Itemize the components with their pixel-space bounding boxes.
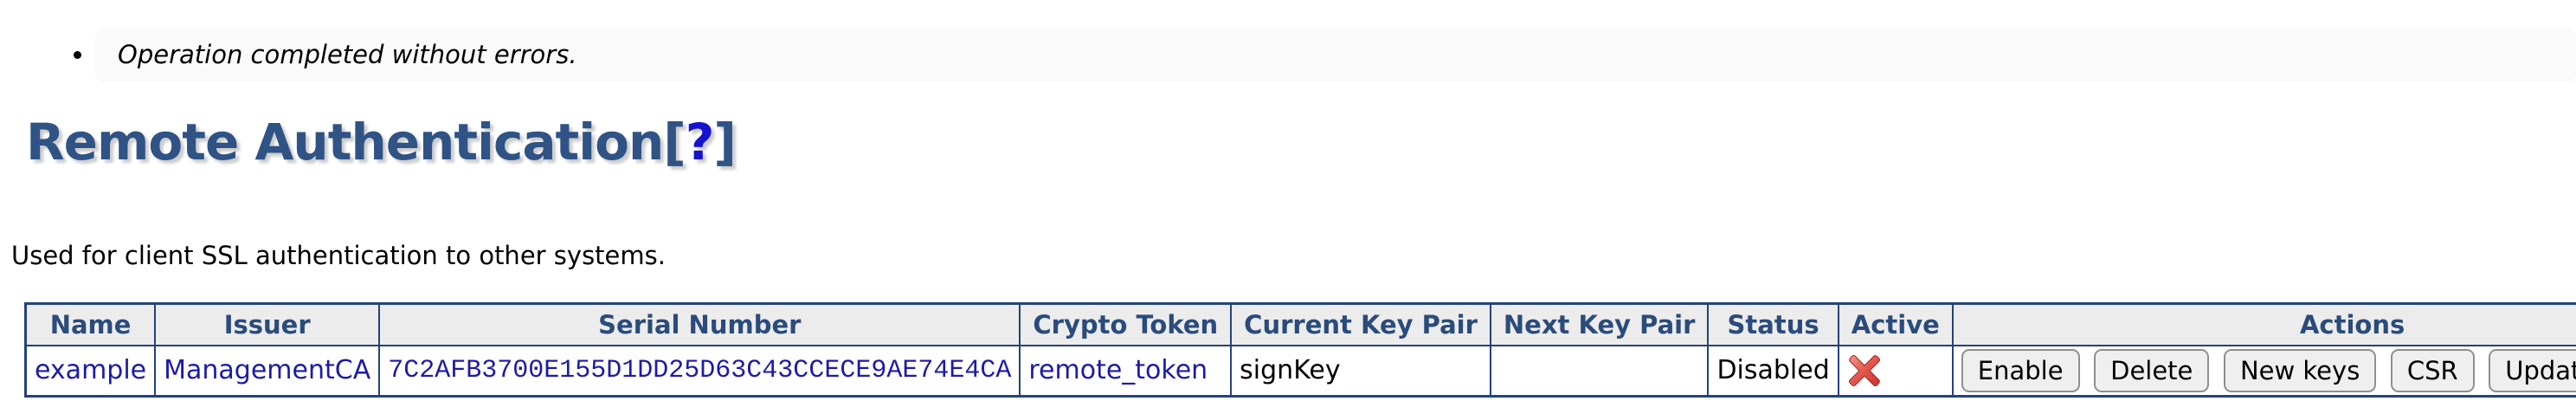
column-header-serial-number: Serial Number bbox=[378, 302, 1021, 346]
red-cross-icon bbox=[1848, 354, 1880, 386]
column-header-status: Status bbox=[1707, 302, 1839, 346]
issuer-cell: ManagementCA bbox=[154, 344, 381, 398]
help-bracket-close: ] bbox=[713, 113, 736, 171]
column-header-crypto-token: Crypto Token bbox=[1019, 302, 1233, 346]
crypto-token-cell: remote_token bbox=[1019, 344, 1233, 398]
name-cell: example bbox=[24, 344, 157, 398]
serial-number-cell: 7C2AFB3700E155D1DD25D63C43CCECE9AE74E4CA bbox=[378, 344, 1021, 398]
next-key-pair-cell bbox=[1489, 344, 1710, 398]
csr-button[interactable]: CSR bbox=[2390, 348, 2475, 392]
current-key-pair-cell: signKey bbox=[1230, 344, 1491, 398]
page-description: Used for client SSL authentication to ot… bbox=[11, 240, 666, 270]
name-link[interactable]: example bbox=[35, 355, 147, 386]
column-header-active: Active bbox=[1837, 302, 1954, 346]
notification-message: Operation completed without errors. bbox=[95, 28, 2576, 82]
column-header-name: Name bbox=[24, 302, 157, 346]
issuer-link[interactable]: ManagementCA bbox=[164, 355, 371, 386]
table-row: example ManagementCA 7C2AFB3700E155D1DD2… bbox=[24, 344, 2576, 398]
enable-button[interactable]: Enable bbox=[1961, 348, 2080, 392]
help-link[interactable]: ? bbox=[685, 113, 715, 171]
column-header-actions: Actions bbox=[1951, 302, 2576, 346]
help-bracket-open: [ bbox=[663, 113, 686, 171]
column-header-current-key-pair: Current Key Pair bbox=[1230, 302, 1491, 346]
page-title-text: Remote Authentication bbox=[26, 113, 664, 171]
active-cell bbox=[1837, 344, 1954, 398]
status-cell: Disabled bbox=[1707, 344, 1839, 398]
table-header-row: Name Issuer Serial Number Crypto Token C… bbox=[24, 302, 2576, 346]
actions-cell: Enable Delete New keys CSR Update Renew bbox=[1951, 344, 2576, 398]
notification-list: Operation completed without errors. bbox=[0, 28, 2576, 82]
column-header-issuer: Issuer bbox=[154, 302, 381, 346]
update-button[interactable]: Update bbox=[2489, 348, 2576, 392]
new-keys-button[interactable]: New keys bbox=[2223, 348, 2377, 392]
serial-number-link[interactable]: 7C2AFB3700E155D1DD25D63C43CCECE9AE74E4CA bbox=[388, 355, 1012, 385]
delete-button[interactable]: Delete bbox=[2094, 348, 2210, 392]
remote-auth-table: Name Issuer Serial Number Crypto Token C… bbox=[24, 301, 2576, 398]
column-header-next-key-pair: Next Key Pair bbox=[1489, 302, 1710, 346]
crypto-token-link[interactable]: remote_token bbox=[1028, 355, 1208, 386]
page-title: Remote Authentication[?] bbox=[26, 113, 2576, 171]
